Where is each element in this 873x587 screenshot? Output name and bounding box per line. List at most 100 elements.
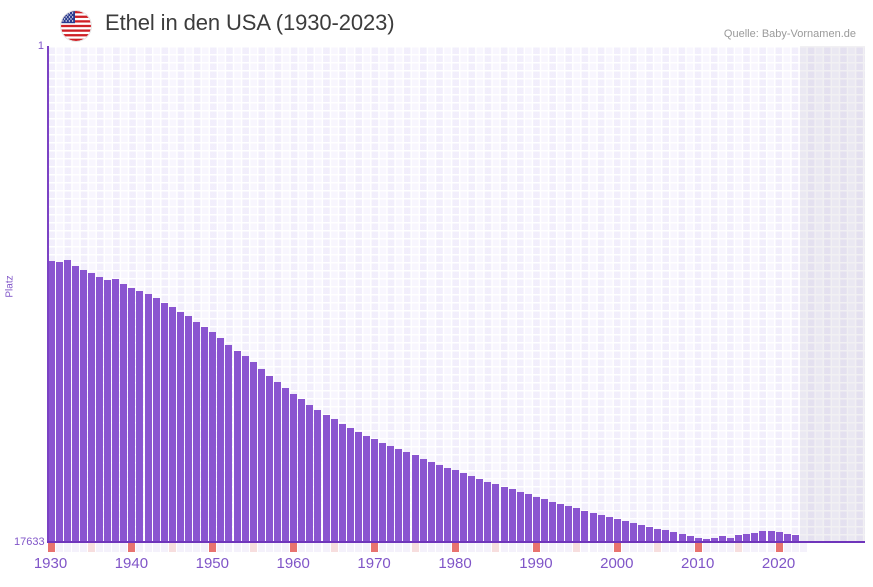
bar (532, 496, 540, 542)
x-axis-tick (47, 543, 55, 552)
x-axis-tick (540, 543, 548, 552)
x-axis-tick (306, 543, 314, 552)
x-axis-tick (257, 543, 265, 552)
y-axis-top-label: 1 (37, 40, 44, 52)
x-axis-label: 1960 (276, 555, 310, 572)
bar (87, 272, 95, 542)
x-axis-tick (265, 543, 273, 552)
x-axis-tick (702, 543, 710, 552)
bar (265, 375, 273, 542)
bar (484, 481, 492, 542)
bar (55, 261, 63, 542)
bar (589, 512, 597, 542)
us-flag-icon (61, 11, 91, 41)
x-axis-tick (549, 543, 557, 552)
bar (727, 538, 735, 542)
bar (702, 539, 710, 542)
x-axis-tick (354, 543, 362, 552)
x-axis-tick (767, 543, 775, 552)
bar (735, 535, 743, 542)
bar (314, 409, 322, 542)
x-axis-tick (193, 543, 201, 552)
x-axis-tick (63, 543, 71, 552)
bar (710, 537, 718, 542)
bar (581, 510, 589, 542)
bar (338, 423, 346, 542)
x-axis-tick (282, 543, 290, 552)
x-axis-tick (128, 543, 136, 552)
bar (791, 535, 799, 542)
bar (168, 306, 176, 542)
bar (282, 388, 290, 542)
x-axis-tick (152, 543, 160, 552)
x-axis-tick (581, 543, 589, 552)
bar (775, 532, 783, 542)
x-axis-tick (274, 543, 282, 552)
x-axis-tick (290, 543, 298, 552)
x-axis-tick (120, 543, 128, 552)
x-axis-tick (613, 543, 621, 552)
x-axis-tick (629, 543, 637, 552)
x-axis-tick (735, 543, 743, 552)
bar (452, 470, 459, 542)
x-axis-label: 1990 (519, 555, 553, 572)
bar (629, 522, 637, 542)
bar (427, 461, 435, 542)
x-axis-tick (662, 543, 670, 552)
x-axis-tick (557, 543, 565, 552)
x-axis-labels: 1930 1940 1950 1960 1970 1980 1990 2000 2010 2020 (0, 555, 873, 583)
bar (387, 446, 395, 542)
bar (743, 534, 751, 542)
x-axis-tick (783, 543, 791, 552)
bar (249, 362, 257, 542)
x-axis-tick (460, 543, 468, 552)
x-axis-tick (314, 543, 322, 552)
x-axis-tick (759, 543, 767, 552)
bar (152, 297, 160, 542)
plot-area (47, 46, 865, 542)
x-axis-tick (621, 543, 629, 552)
bar (419, 458, 427, 542)
bar (759, 531, 767, 542)
x-axis-tick (435, 543, 443, 552)
bar (354, 431, 362, 542)
bar (411, 455, 419, 542)
x-axis-label: 2010 (681, 555, 715, 572)
bar (298, 399, 306, 542)
bar (274, 382, 282, 542)
bar (47, 260, 55, 542)
bar (767, 530, 775, 542)
x-axis-tick (516, 543, 524, 552)
x-axis-tick (225, 543, 233, 552)
bar (621, 520, 629, 542)
bar-series (47, 46, 865, 542)
x-axis-tick (112, 543, 120, 552)
bar (144, 294, 152, 542)
x-axis-tick (654, 543, 662, 552)
x-axis-tick (468, 543, 476, 552)
bar (549, 501, 557, 542)
x-axis-label: 1970 (357, 555, 391, 572)
bar (379, 442, 387, 542)
x-axis-tick (403, 543, 411, 552)
x-axis-tick (79, 543, 87, 552)
bar (128, 288, 136, 542)
x-axis-tick (241, 543, 249, 552)
bar (201, 327, 209, 542)
x-axis-tick (775, 543, 783, 552)
x-axis-tick (492, 543, 500, 552)
bar (460, 473, 468, 542)
bar (613, 518, 621, 542)
bar (557, 503, 565, 542)
x-axis-tick (96, 543, 104, 552)
y-axis-line (47, 46, 49, 542)
x-axis-tick (209, 543, 217, 552)
bar (363, 435, 370, 542)
bar (492, 484, 500, 542)
x-axis-tick (233, 543, 241, 552)
x-axis-tick (419, 543, 427, 552)
bar (751, 533, 759, 542)
x-axis-tick (322, 543, 330, 552)
bar (565, 506, 573, 542)
